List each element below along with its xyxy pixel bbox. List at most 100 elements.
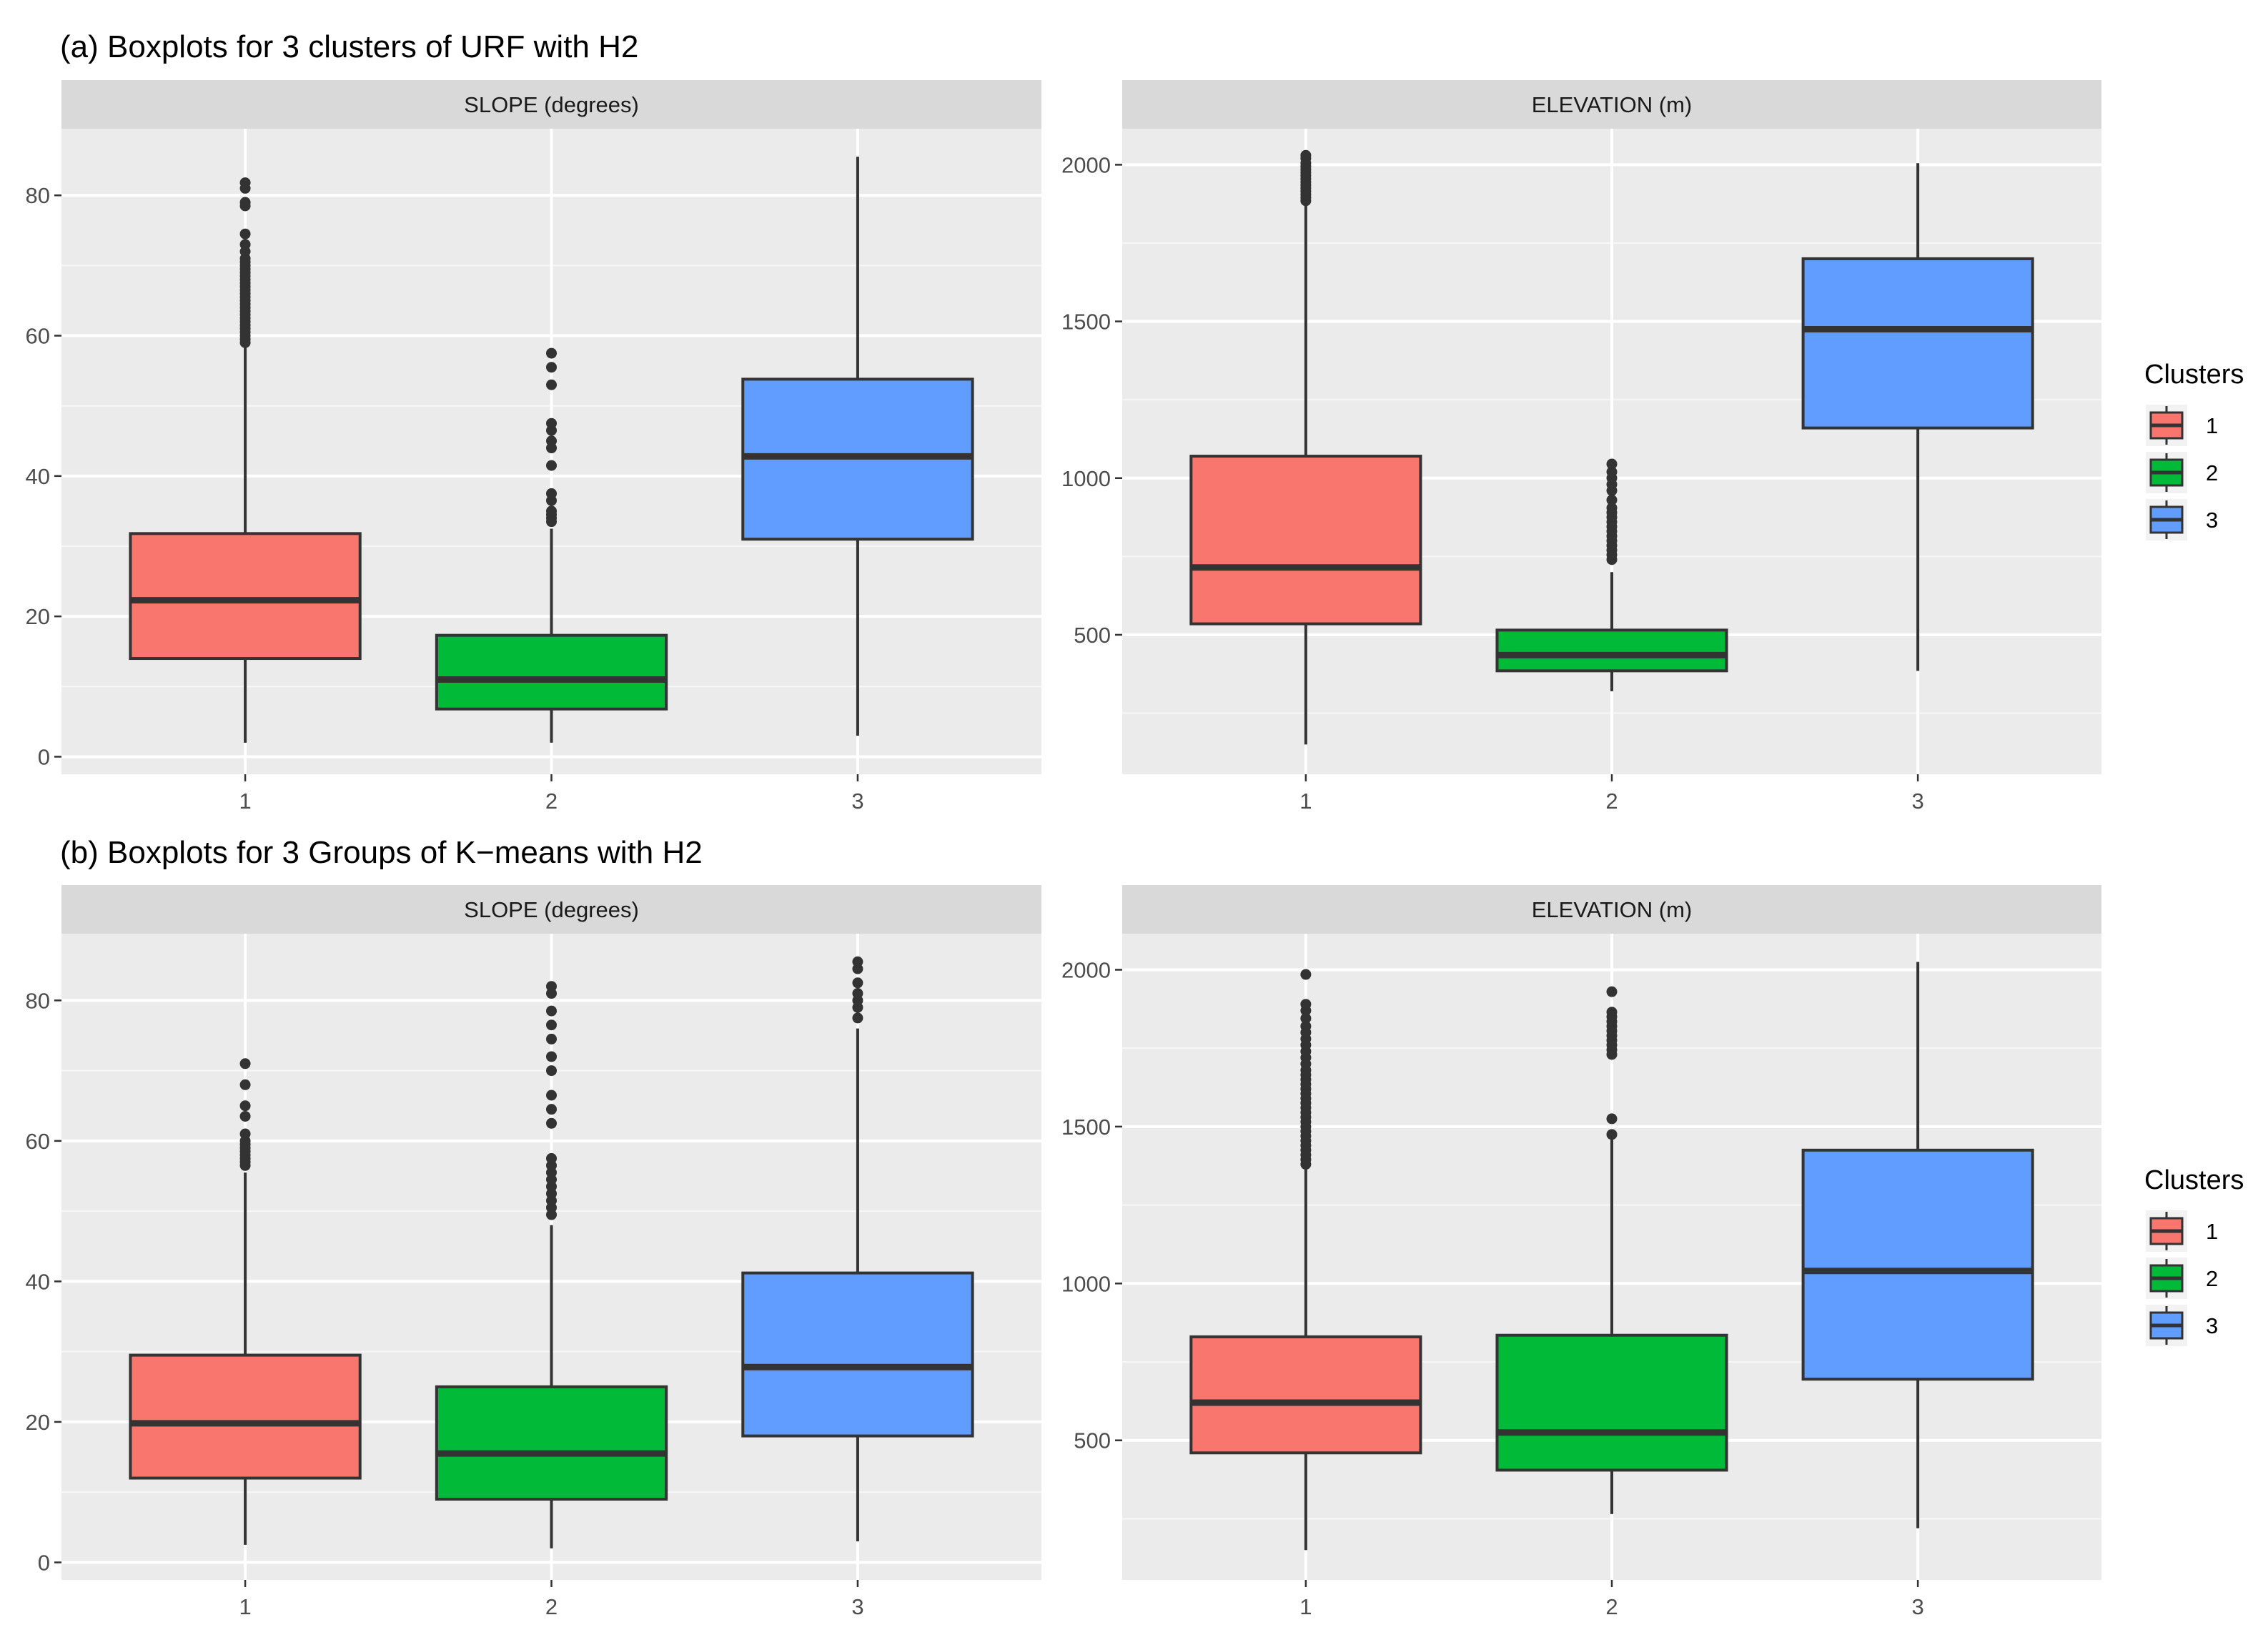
- outlier-point: [1300, 1012, 1312, 1024]
- box-iqr: [435, 633, 668, 711]
- y-tick-label: 1500: [1061, 310, 1111, 335]
- outlier-point: [239, 197, 251, 208]
- outlier-point: [546, 460, 557, 471]
- x-tick-label: 1: [1299, 1594, 1312, 1619]
- facet-b-elevation: ELEVATION (m) 500 1000 1500 2000 1 2 3: [1061, 885, 2101, 1619]
- y-tick-label: 0: [38, 744, 50, 769]
- box-iqr: [1189, 455, 1422, 626]
- facet-b-slope: SLOPE (degrees) 0 20 40 60 80 1 2 3: [26, 885, 1041, 1619]
- x-tick-label: 3: [1912, 1594, 1924, 1619]
- outlier-point: [1300, 1020, 1312, 1032]
- legend-a: Clusters 1 2 3: [2144, 360, 2244, 540]
- y-tick-label: 40: [26, 1269, 50, 1294]
- outlier-point: [546, 1117, 557, 1129]
- outlier-point: [1606, 502, 1618, 513]
- outlier-point: [1300, 999, 1312, 1010]
- outlier-point: [546, 1033, 557, 1044]
- x-tick-label: 2: [545, 1594, 558, 1619]
- outlier-point: [852, 988, 863, 999]
- legend-b: Clusters 1 2 3: [2144, 1165, 2244, 1346]
- legend-label: 2: [2206, 460, 2218, 485]
- outlier-point: [546, 505, 557, 517]
- x-tick-label: 1: [239, 1594, 251, 1619]
- y-tick-label: 40: [26, 464, 50, 489]
- outlier-point: [546, 488, 557, 499]
- y-tick-label: 500: [1074, 623, 1111, 648]
- y-tick-label: 2000: [1061, 152, 1111, 177]
- outlier-point: [1606, 1007, 1618, 1018]
- facet-strip: [61, 885, 1041, 934]
- outlier-point: [546, 435, 557, 447]
- x-tick-label: 3: [1912, 789, 1924, 814]
- legend-key-2: [2146, 1258, 2187, 1299]
- y-tick-label: 1000: [1061, 466, 1111, 491]
- x-tick-label: 2: [1605, 789, 1618, 814]
- boxplot-cluster-3: [741, 956, 974, 1541]
- facet-strip-label: ELEVATION (m): [1532, 897, 1692, 922]
- outlier-point: [1606, 458, 1618, 470]
- facet-a-slope: SLOPE (degrees) 0 20 40 60 80 1 2 3: [26, 80, 1041, 814]
- x-tick-label: 3: [851, 1594, 863, 1619]
- legend-label: 1: [2206, 413, 2218, 438]
- facet-strip-label: SLOPE (degrees): [464, 897, 639, 922]
- outlier-point: [852, 956, 863, 967]
- facet-strip-label: ELEVATION (m): [1532, 92, 1692, 117]
- y-tick-label: 20: [26, 1410, 50, 1435]
- outlier-point: [546, 347, 557, 359]
- facet-strip: [1122, 80, 2101, 129]
- legend-title: Clusters: [2144, 1165, 2244, 1195]
- box-iqr: [1495, 1333, 1728, 1472]
- facet-strip-label: SLOPE (degrees): [464, 92, 639, 117]
- box-iqr: [1189, 1335, 1422, 1455]
- outlier-point: [546, 1005, 557, 1017]
- legend-key-3: [2146, 499, 2187, 540]
- outlier-point: [1300, 969, 1312, 980]
- box-iqr: [435, 1385, 668, 1501]
- outlier-point: [546, 418, 557, 429]
- outlier-point: [1300, 149, 1312, 161]
- outlier-point: [546, 1051, 557, 1062]
- boxplot-cluster-2: [435, 347, 668, 743]
- outlier-point: [239, 1128, 251, 1140]
- box-iqr: [129, 1353, 362, 1480]
- y-tick-label: 1000: [1061, 1271, 1111, 1296]
- boxplot-cluster-3: [1801, 163, 2034, 671]
- outlier-point: [239, 1058, 251, 1070]
- legend-key-1: [2146, 1210, 2187, 1252]
- legend-label: 2: [2206, 1266, 2218, 1291]
- y-tick-label: 1500: [1061, 1115, 1111, 1140]
- outlier-point: [1606, 494, 1618, 505]
- outlier-point: [546, 362, 557, 373]
- legend-label: 1: [2206, 1219, 2218, 1244]
- y-tick-label: 60: [26, 324, 50, 349]
- outlier-point: [546, 1065, 557, 1077]
- outlier-point: [546, 1152, 557, 1164]
- outlier-point: [1606, 1113, 1618, 1125]
- outlier-point: [239, 228, 251, 239]
- legend-key-3: [2146, 1305, 2187, 1346]
- outlier-point: [546, 1019, 557, 1031]
- boxplot-cluster-1: [129, 177, 362, 743]
- facet-a-elevation: ELEVATION (m) 500 1000 1500 2000 1 2 3: [1061, 80, 2101, 814]
- x-tick-label: 1: [1299, 789, 1312, 814]
- y-tick-label: 80: [26, 183, 50, 208]
- x-tick-label: 2: [1605, 1594, 1618, 1619]
- outlier-point: [239, 1110, 251, 1122]
- outlier-point: [1606, 466, 1618, 478]
- box-iqr: [1801, 1148, 2034, 1381]
- boxplot-cluster-2: [435, 981, 668, 1548]
- outlier-point: [852, 977, 863, 989]
- outlier-point: [239, 177, 251, 189]
- outlier-point: [546, 379, 557, 390]
- boxplot-cluster-1: [129, 1058, 362, 1545]
- box-iqr: [1495, 628, 1728, 673]
- boxplot-cluster-3: [741, 157, 974, 736]
- facet-strip: [61, 80, 1041, 129]
- legend-label: 3: [2206, 508, 2218, 533]
- y-tick-label: 60: [26, 1129, 50, 1154]
- x-tick-label: 3: [851, 789, 863, 814]
- box-iqr: [129, 532, 362, 661]
- y-tick-label: 80: [26, 988, 50, 1013]
- outlier-point: [1606, 1129, 1618, 1140]
